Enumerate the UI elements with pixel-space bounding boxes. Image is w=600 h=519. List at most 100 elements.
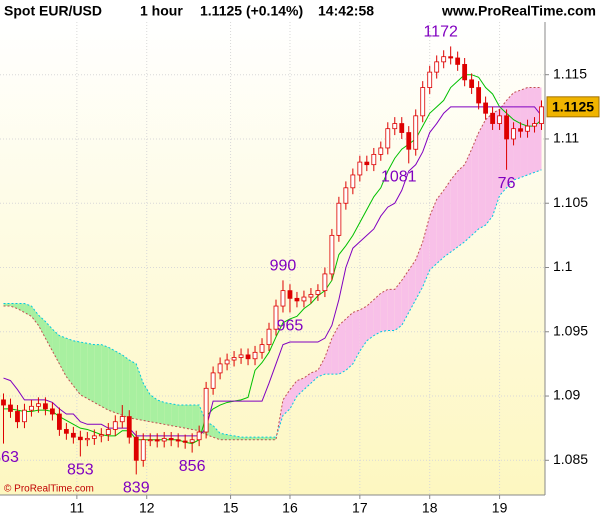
candle-body (455, 57, 461, 65)
candle-body (329, 234, 335, 275)
candle-body (532, 123, 537, 127)
candle-body (427, 71, 433, 88)
period: 1 hour (140, 3, 183, 19)
y-tick-label: 1.095 (553, 322, 588, 338)
cloud-segment (282, 389, 290, 416)
cloud-segment (66, 338, 74, 386)
cloud-segment (164, 402, 172, 426)
cloud-segment (87, 343, 95, 403)
candle-body (273, 305, 279, 330)
cloud-segment (429, 199, 437, 271)
candle-body (175, 439, 181, 442)
candle-body (406, 132, 412, 150)
cloud-segment (73, 340, 81, 395)
cloud-segment (394, 280, 402, 331)
cloud-segment (380, 289, 388, 332)
candle-body (336, 202, 342, 236)
candle-body (203, 387, 209, 433)
candle-body (399, 123, 405, 133)
cloud-segment (150, 394, 158, 424)
cloud-segment (359, 306, 367, 352)
last-price-label: 1.1125 (552, 99, 594, 115)
candle-body (1, 399, 6, 406)
cloud-segment (345, 312, 353, 371)
candle-body (70, 432, 76, 438)
last-price-box (546, 96, 600, 118)
cloud-segment (289, 380, 297, 409)
candle-body (469, 79, 475, 88)
candle-body (8, 404, 13, 412)
cloud-segment (527, 87, 535, 175)
cloud-segment (436, 190, 444, 264)
cloud-segment (171, 403, 179, 427)
x-tick-label: 12 (139, 500, 155, 516)
x-tick-label: 16 (282, 500, 298, 516)
x-tick-label: 11 (70, 500, 85, 516)
candle-body (385, 128, 391, 149)
cloud-segment (366, 299, 374, 341)
cloud-segment (331, 325, 339, 375)
cloud-segment (422, 216, 430, 287)
span-a-line (3, 169, 542, 438)
plot-area (0, 22, 545, 495)
candle-body (36, 403, 41, 407)
y-tick-label: 1.115 (553, 65, 587, 81)
cloud-segment (492, 109, 500, 217)
cloud-segment (317, 357, 325, 377)
cloud-segment (157, 399, 165, 425)
candle-body (168, 438, 174, 441)
candle-body (371, 153, 377, 166)
cloud-segment (443, 180, 451, 258)
cloud-segment (115, 351, 123, 416)
indicator-line (3, 106, 542, 437)
cloud-segment (122, 354, 130, 418)
cloud-segment (471, 132, 479, 236)
annotation: 1081 (381, 169, 417, 186)
candle-body (182, 440, 188, 443)
candle-body (364, 161, 370, 166)
candle-body (378, 147, 384, 155)
candle-body (308, 294, 314, 298)
candle-body (497, 115, 502, 124)
cloud-segment (485, 113, 493, 226)
candle-body (56, 413, 62, 430)
span-b-line (3, 87, 542, 441)
cloud-segment (241, 437, 249, 440)
cloud-segment (143, 383, 151, 422)
candle-body (217, 363, 223, 374)
candle-body (133, 436, 139, 461)
y-tick-label: 1.09 (553, 387, 580, 403)
cloud-segment (450, 171, 458, 253)
annotation: 863 (0, 449, 19, 466)
candle-body (462, 64, 468, 81)
y-tick-label: 1.105 (553, 194, 588, 210)
cloud-segment (269, 437, 276, 440)
annotation: 1172 (423, 24, 458, 41)
candle-body (77, 436, 83, 441)
candle-body (448, 56, 454, 59)
cloud-segment (310, 370, 318, 384)
candle-body (29, 405, 34, 411)
candle-body (511, 128, 516, 140)
cloud-segment (324, 338, 332, 375)
candle-body (50, 408, 55, 415)
candle-body (147, 439, 153, 442)
candle-body (196, 431, 202, 441)
candle-body (105, 429, 111, 435)
y-tick-label: 1.1 (553, 258, 573, 274)
time: 14:42:58 (318, 3, 374, 19)
cloud-segment (513, 90, 521, 181)
candle-body (539, 106, 544, 124)
candle-body (322, 273, 328, 292)
candle-body (43, 403, 48, 410)
candle-body (119, 416, 125, 423)
candle-body (525, 125, 530, 132)
candle-body (518, 128, 523, 132)
candle-body (140, 439, 146, 461)
copyright: © ProRealTime.com (4, 484, 94, 495)
candle-body (126, 416, 132, 438)
price: 1.1125 (+0.14%) (200, 3, 303, 19)
candle-body (91, 435, 97, 439)
candle-body (490, 112, 495, 124)
y-tick-label: 1.085 (553, 451, 588, 467)
